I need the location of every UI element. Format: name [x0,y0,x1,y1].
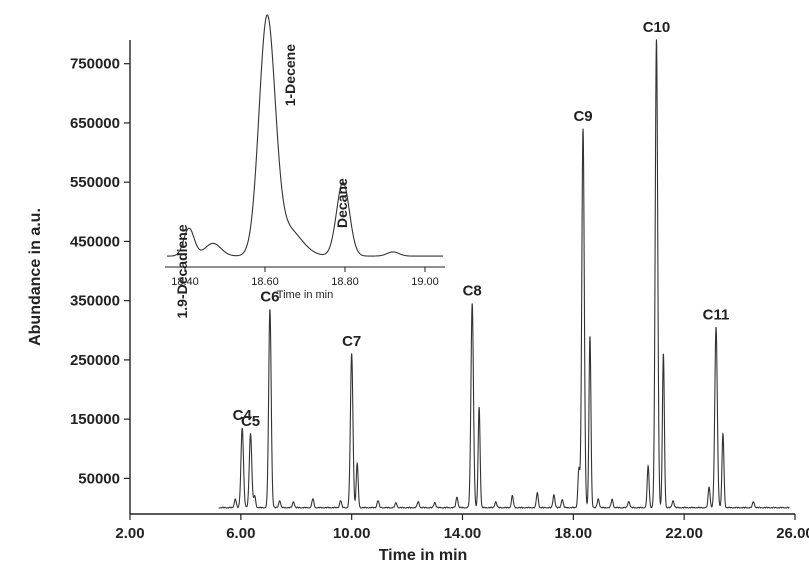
inset-x-axis-title: Time in min [277,289,333,301]
x-tick-label: 6.00 [226,525,255,542]
x-axis-title: Time in min [379,547,468,564]
y-tick-label: 50000 [78,470,120,487]
inset-x-tick-label: 18.40 [171,276,199,288]
inset-chart: 18.40 18.60 18.80 19.00 Time in min 1.9-Decad… [165,14,445,319]
y-tick-label: 750000 [70,56,120,73]
inset-x-tick-label: 18.80 [331,276,359,288]
peak-label: C9 [573,108,592,125]
chromatogram-trace [218,39,790,509]
main-plot-area [218,39,790,509]
inset-trace [166,14,443,257]
y-tick-label: 650000 [70,115,120,132]
peak-label: C8 [463,283,482,300]
inset-peak-label: 1.9-Decadiene [174,224,190,318]
inset-peak-label: Decane [334,178,350,228]
x-tick-label: 26.00 [776,525,809,542]
y-axis-title: Abundance in a.u. [27,208,44,346]
peak-label: C4 [233,407,253,424]
y-tick-label: 550000 [70,174,120,191]
x-tick-label: 10.00 [333,525,371,542]
y-tick-label: 350000 [70,293,120,310]
y-tick-label: 250000 [70,352,120,369]
x-tick-label: 22.00 [665,525,703,542]
inset-x-tick-label: 19.00 [411,276,439,288]
peak-label: C7 [342,333,361,350]
y-tick-label: 450000 [70,233,120,250]
peak-label: C5 [241,413,260,430]
peak-label: C6 [260,289,279,306]
peak-label: C11 [703,306,730,323]
peak-label: C10 [643,19,671,36]
x-tick-label: 18.00 [555,525,593,542]
inset-x-tick-label: 18.60 [251,276,279,288]
main-axes: 50000 150000 250000 350000 450000 550000 65000… [70,40,809,542]
y-tick-label: 150000 [70,411,120,428]
inset-peak-label: 1-Decene [282,44,298,106]
x-tick-label: 2.00 [115,525,144,542]
x-tick-label: 14.00 [444,525,482,542]
